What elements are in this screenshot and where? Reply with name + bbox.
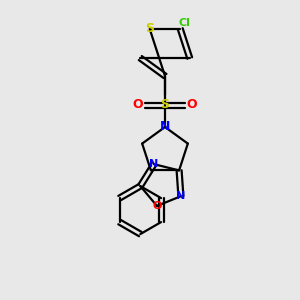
Text: N: N <box>176 191 185 201</box>
Text: N: N <box>160 121 170 134</box>
Text: N: N <box>149 159 159 169</box>
Text: O: O <box>133 98 143 112</box>
Text: Cl: Cl <box>178 18 190 28</box>
Text: S: S <box>145 22 154 35</box>
Text: O: O <box>152 201 162 211</box>
Text: S: S <box>160 98 169 112</box>
Text: O: O <box>187 98 197 112</box>
